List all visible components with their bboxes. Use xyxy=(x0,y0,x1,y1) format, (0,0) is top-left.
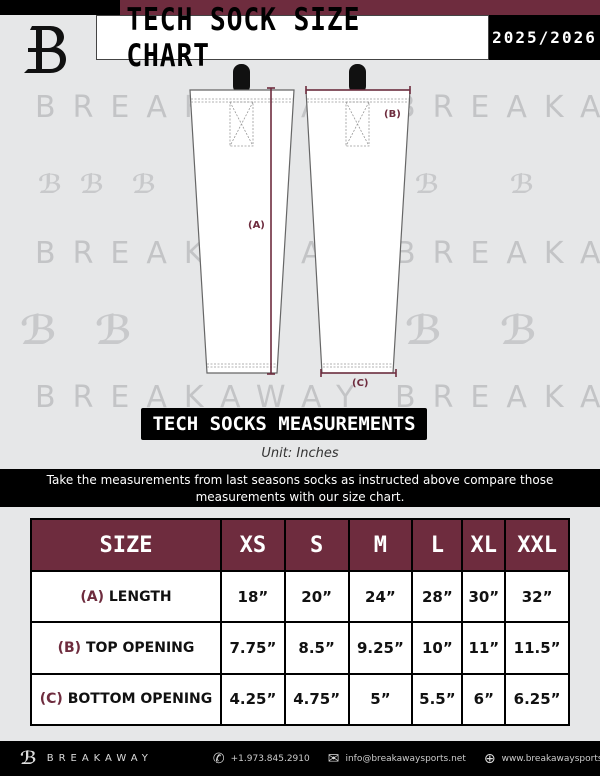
table-cell: 28” xyxy=(411,569,464,624)
watermark-text: BREAKAWAY xyxy=(395,90,600,125)
size-chart-table: SIZE XS S M L XL XXL (A) LENGTH 18” 20” … xyxy=(30,518,570,727)
row-label: (A) LENGTH xyxy=(30,569,222,624)
table-row: (C) BOTTOM OPENING 4.25” 4.75” 5” 5.5” 6… xyxy=(30,672,570,727)
watermark-logo: ℬ xyxy=(405,308,443,354)
header-cell: S xyxy=(283,518,350,572)
phone-icon: ✆ xyxy=(212,750,225,767)
label-b: (B) xyxy=(384,109,401,120)
row-key: (A) xyxy=(80,588,105,605)
globe-icon: ⊕ xyxy=(483,750,496,767)
watermark-logo: ℬ xyxy=(132,170,157,200)
watermark-logo: ℬ xyxy=(500,308,538,354)
header-cell: XXL xyxy=(504,518,570,572)
table-cell: 11” xyxy=(461,621,507,675)
left-sock-tab xyxy=(233,64,250,94)
table-cell: 4.75” xyxy=(283,672,350,727)
watermark-logo: ℬ xyxy=(415,170,440,200)
table-cell: 32” xyxy=(504,569,570,624)
email-text: info@breakawaysports.net xyxy=(345,753,466,764)
table-cell: 6.25” xyxy=(504,672,570,727)
brand-logo xyxy=(18,22,74,80)
table-cell: 5.5” xyxy=(411,672,464,727)
table-header-row: SIZE XS S M L XL XXL xyxy=(30,518,570,572)
table-cell: 11.5” xyxy=(504,621,570,675)
header-cell: L xyxy=(411,518,464,572)
table-row: (B) TOP OPENING 7.75” 8.5” 9.25” 10” 11”… xyxy=(30,621,570,675)
phone-text: +1.973.845.2910 xyxy=(230,753,310,764)
table-cell: 4.25” xyxy=(220,672,286,727)
header-cell: SIZE xyxy=(30,518,222,572)
table-cell: 20” xyxy=(283,569,350,624)
top-bar-maroon xyxy=(120,0,600,15)
table-row: (A) LENGTH 18” 20” 24” 28” 30” 32” xyxy=(30,569,570,624)
mail-icon: ✉ xyxy=(327,750,340,767)
row-key: (B) xyxy=(57,639,82,656)
watermark-logo: ℬ xyxy=(80,170,105,200)
watermark-text: BREAKAWAY xyxy=(35,236,371,271)
table-cell: 8.5” xyxy=(283,621,350,675)
table-cell: 5” xyxy=(347,672,414,727)
row-label-text: TOP OPENING xyxy=(85,639,195,656)
row-label: (C) BOTTOM OPENING xyxy=(30,672,222,727)
row-label-text: BOTTOM OPENING xyxy=(67,691,213,708)
footer: ℬ BREAKAWAY ✆ +1.973.845.2910 ✉ info@break… xyxy=(0,741,600,776)
label-c: (C) xyxy=(352,378,368,389)
sock-diagram: (A) (B) (C) xyxy=(189,64,411,389)
table-cell: 9.25” xyxy=(347,621,414,675)
watermark-logo: ℬ xyxy=(20,308,58,354)
watermark-text: BREAKAWAY xyxy=(395,236,600,271)
unit-label: Unit: Inches xyxy=(261,446,339,461)
table-cell: 7.75” xyxy=(220,621,286,675)
instructions: Take the measurements from last seasons … xyxy=(0,469,600,507)
table-cell: 30” xyxy=(461,569,507,624)
header-cell: XS xyxy=(220,518,286,572)
right-sock-tab xyxy=(349,64,366,94)
header-cell: XL xyxy=(461,518,507,572)
watermark-text: BREAKAWAY xyxy=(395,380,600,415)
watermark-logo: ℬ xyxy=(510,170,535,200)
label-a: (A) xyxy=(248,220,265,231)
footer-phone[interactable]: ✆ +1.973.845.2910 xyxy=(213,751,310,767)
table-cell: 10” xyxy=(411,621,464,675)
website-text: www.breakawaysports.net xyxy=(501,753,600,764)
table-cell: 18” xyxy=(220,569,286,624)
top-bar-black xyxy=(0,0,120,15)
row-label-text: LENGTH xyxy=(108,588,172,605)
table-cell: 24” xyxy=(347,569,414,624)
row-key: (C) xyxy=(39,691,63,708)
footer-website[interactable]: ⊕ www.breakawaysports.net xyxy=(484,751,600,767)
left-sock xyxy=(189,89,295,374)
watermark-logo: ℬ xyxy=(38,170,63,200)
footer-brand: BREAKAWAY xyxy=(46,753,153,764)
watermark-logo: ℬ xyxy=(95,308,133,354)
header-cell: M xyxy=(347,518,414,572)
table-cell: 6” xyxy=(461,672,507,727)
season-badge: 2025/2026 xyxy=(489,15,600,60)
page-title: TECH SOCK SIZE CHART xyxy=(96,2,489,74)
footer-email[interactable]: ✉ info@breakawaysports.net xyxy=(328,751,466,767)
footer-logo-icon: ℬ xyxy=(20,748,37,769)
row-label: (B) TOP OPENING xyxy=(30,621,222,675)
section-title: TECH SOCKS MEASUREMENTS xyxy=(141,408,427,440)
right-sock xyxy=(305,89,411,374)
title-text: TECH SOCK SIZE CHART xyxy=(126,1,361,74)
